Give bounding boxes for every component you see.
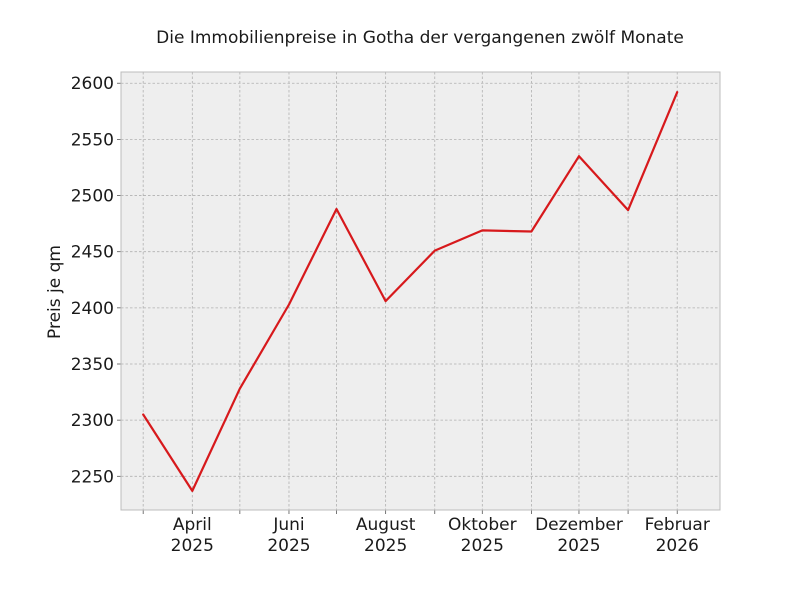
y-tick-label: 2400 — [71, 299, 114, 319]
x-tick-label-year: 2025 — [267, 536, 310, 556]
x-tick-label: August — [356, 515, 416, 535]
y-tick-label: 2600 — [71, 74, 114, 94]
series-line — [142, 91, 679, 492]
y-tick-label: 2450 — [71, 243, 114, 263]
plot-frame — [120, 71, 721, 511]
y-axis-label: Preis je qm — [45, 245, 65, 339]
plot-area: 22502300235024002450250025502600April202… — [71, 71, 721, 556]
x-tick-label-year: 2025 — [364, 536, 407, 556]
x-tick-label: Oktober — [448, 515, 517, 535]
y-tick-label: 2300 — [71, 411, 114, 431]
plot-background — [121, 72, 720, 510]
y-tick-label: 2350 — [71, 355, 114, 375]
y-tick-label: 2250 — [71, 467, 114, 487]
x-tick-label-year: 2025 — [461, 536, 504, 556]
x-tick-label-year: 2025 — [557, 536, 600, 556]
x-tick-label: Dezember — [535, 515, 623, 535]
x-tick-label: Februar — [645, 515, 710, 535]
chart-title: Die Immobilienpreise in Gotha der vergan… — [156, 28, 684, 48]
x-tick-label-year: 2026 — [656, 536, 699, 556]
y-tick-label: 2500 — [71, 187, 114, 207]
y-tick-label: 2550 — [71, 130, 114, 150]
x-tick-label-year: 2025 — [171, 536, 214, 556]
x-tick-label: April — [173, 515, 212, 535]
x-tick-label: Juni — [272, 515, 304, 535]
